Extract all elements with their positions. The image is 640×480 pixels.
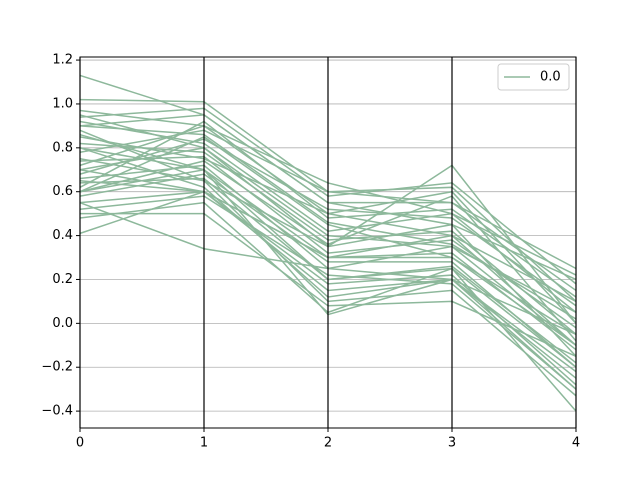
y-tick-label: 0.4 — [52, 228, 73, 243]
y-tick-label: 0.0 — [52, 316, 73, 331]
plot-frame — [79, 56, 577, 429]
y-tick-label: 1.0 — [52, 96, 73, 111]
y-tick-label: −0.2 — [41, 360, 73, 375]
legend-label: 0.0 — [540, 70, 561, 85]
x-tick-label: 3 — [448, 436, 456, 451]
y-tick-label: −0.4 — [41, 404, 73, 419]
x-tick-label: 1 — [200, 436, 208, 451]
y-tick-label: 0.8 — [52, 140, 73, 155]
legend-box — [497, 63, 570, 91]
y-tick-label: 1.2 — [52, 53, 73, 68]
x-tick-label: 2 — [324, 436, 332, 451]
y-tick-label: 0.2 — [52, 272, 73, 287]
x-tick-label: 0 — [76, 436, 84, 451]
y-tick-label: 0.6 — [52, 184, 73, 199]
x-tick-label: 4 — [572, 436, 580, 451]
